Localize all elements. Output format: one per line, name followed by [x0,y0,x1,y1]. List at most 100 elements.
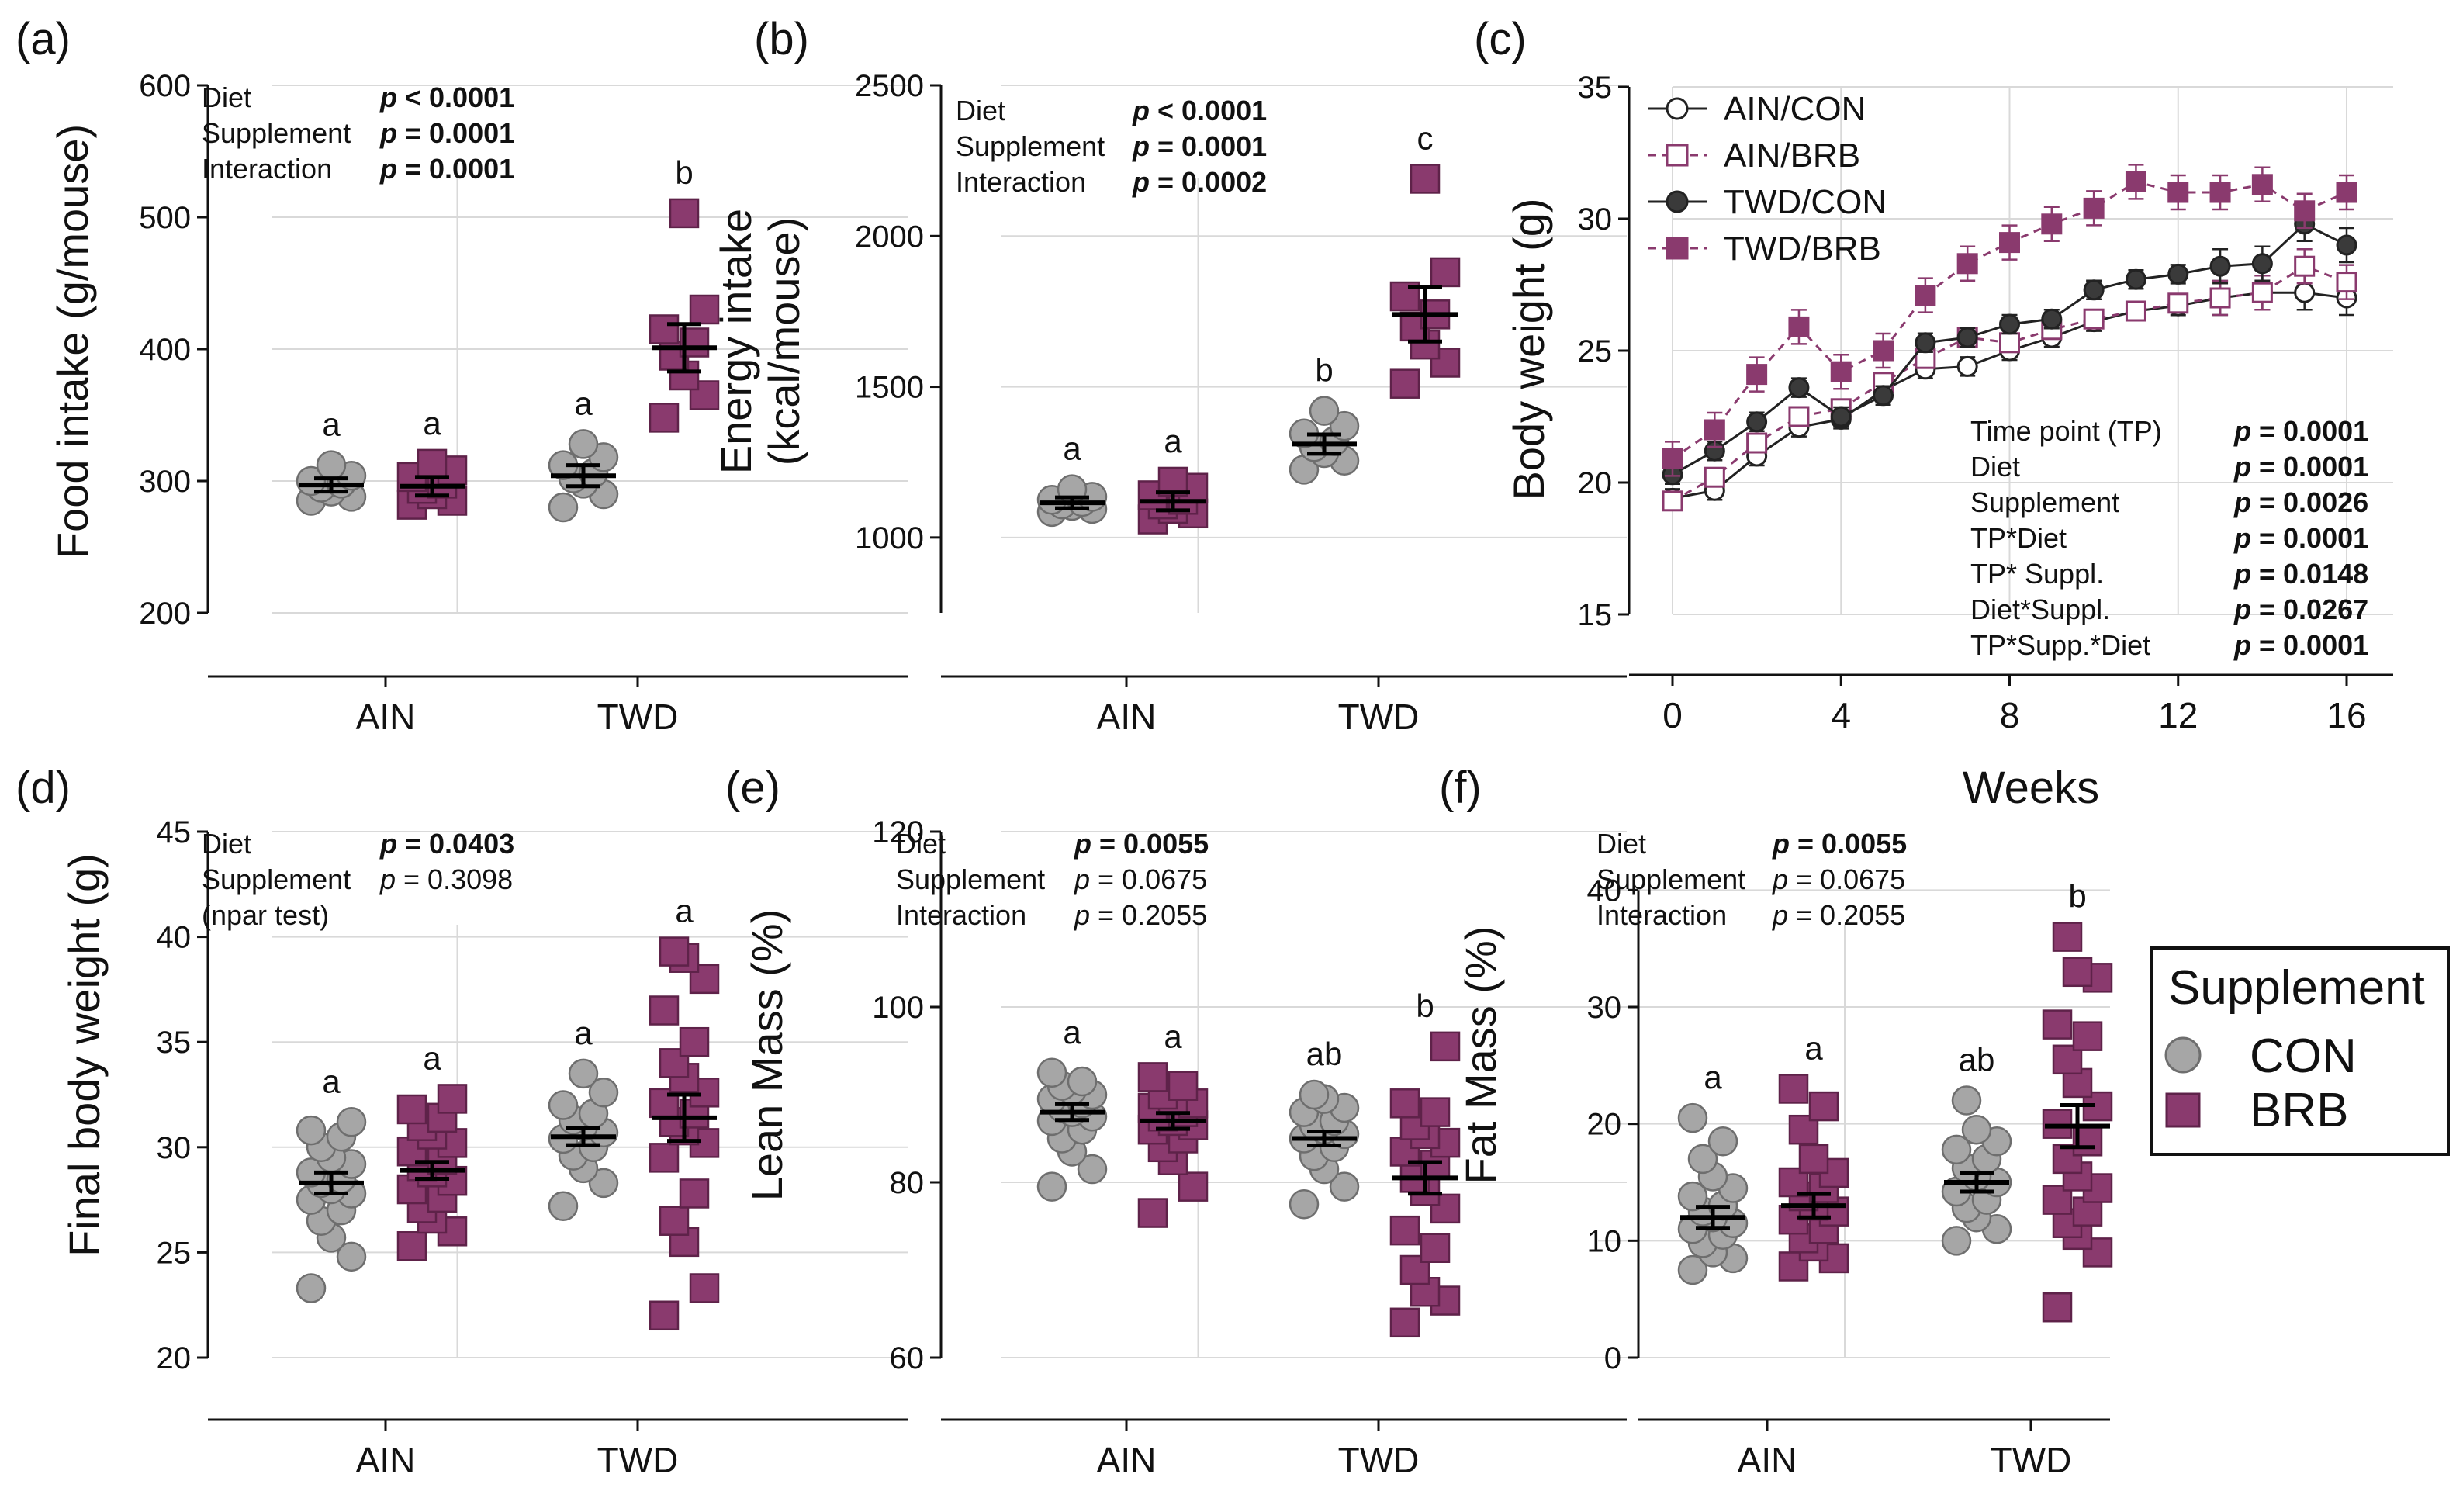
y-tick-label: 30 [1587,991,1622,1025]
significance-letter: a [574,385,593,421]
data-point [2072,1021,2103,1051]
panel-label: (d) [16,763,71,813]
y-tick-label: 20 [157,1341,192,1375]
series-TWD-BRB: a [649,893,720,1331]
data-point [1951,1085,1982,1116]
data-point [2251,282,2273,303]
stat-label: TP* Suppl. [1970,558,2104,590]
stat-label: Diet [956,95,1005,126]
series-AIN-CON: a [1036,431,1108,528]
y-tick-label: 600 [139,69,191,103]
data-point [2251,174,2273,195]
data-point [1956,327,1978,348]
significance-letter: a [574,1015,593,1051]
data-point [2125,300,2146,322]
data-point [1077,1154,1108,1185]
stat-label: Interaction [202,153,332,185]
significance-letter: a [1164,1018,1182,1054]
series-TWD-BRB: c [1389,119,1461,399]
data-point [336,1107,367,1137]
y-tick-label: 0 [1604,1341,1621,1375]
legend-marker [1666,237,1689,260]
y-tick-label: 120 [872,815,924,849]
x-tick-label: 8 [2000,695,2020,735]
stat-value: p = 0.0267 [2233,593,2368,625]
data-point [2167,292,2189,314]
data-point [1389,1307,1420,1338]
data-point [1941,1134,1972,1165]
series-AIN-CON: a [1036,1014,1108,1202]
data-point [296,1115,327,1146]
y-tick-label: 2000 [855,220,924,254]
data-point [2336,272,2357,293]
panel-c: 15 20 25 30 35 0 4 8 12 16 Weeks Body weight (g) (c)… [1474,14,2393,813]
panel-label: (f) [1439,763,1482,813]
legend-marker [1666,97,1689,120]
data-point [2336,234,2357,256]
stat-label: Diet [202,81,251,113]
data-point [1941,1226,1972,1256]
panel-a: 200 300 400 500 600 AIN TWD Food intake (g/mous… [16,14,908,737]
data-point [1137,1198,1168,1228]
data-point [2294,282,2316,303]
series-TWD-CON: ab [1941,1042,2012,1256]
data-point [1873,385,1894,407]
data-point [1430,348,1461,378]
series-TWD-CON: b [1289,352,1360,485]
data-point [2083,308,2105,330]
x-tick-label: AIN [356,697,416,737]
series-AIN-BRB: a [1778,1029,1849,1282]
stat-label: Diet*Suppl. [1970,593,2110,625]
series-TWD-BRB: b [649,154,720,433]
data-point [548,1090,579,1120]
y-axis-label: Food intake (g/mouse) [48,124,97,559]
stat-value: p = 0.0001 [2233,629,2368,661]
stat-value: p = 0.2055 [1074,899,1207,931]
y-tick-label: 400 [139,333,191,367]
data-point [1420,1097,1451,1127]
x-tick-label: TWD [597,1440,679,1480]
data-point [1178,1171,1209,1202]
stat-label: Time point (TP) [1970,415,2162,447]
x-tick-label: TWD [1991,1440,2072,1480]
significance-letter: a [675,893,694,929]
significance-letter: ab [1306,1036,1343,1072]
data-point [568,429,599,459]
stat-value: p < 0.0001 [379,81,514,113]
series-AIN-BRB: a [396,1040,468,1261]
significance-letter: b [675,154,693,191]
legend-marker [1666,144,1689,167]
panel-label: (a) [16,14,71,64]
stat-value: p = 0.2055 [1772,899,1905,931]
data-point [1389,281,1420,312]
y-tick-label: 1000 [855,521,924,555]
data-point [2083,197,2105,219]
y-tick-label: 60 [890,1341,925,1375]
stat-value: p = 0.0002 [1132,166,1267,198]
y-tick-label: 30 [157,1131,192,1165]
data-point [1788,377,1810,399]
data-point [437,1084,468,1114]
data-point [1137,1062,1168,1092]
series-TWD-BRB: b [1389,988,1461,1338]
data-point [1704,419,1725,441]
series-AIN-BRB: a [1137,423,1209,535]
data-point [2042,1009,2073,1040]
stat-label: Supplement [1970,486,2119,518]
data-point [1999,332,2020,354]
data-point [1389,368,1420,399]
data-point [1873,340,1894,362]
data-point [1999,232,2020,254]
series-AIN-BRB: a [396,405,468,520]
stat-label: Interaction [896,899,1026,931]
legend-label: AIN/BRB [1724,137,1860,175]
series-TWD-BRB: b [2042,878,2113,1323]
data-point [2209,255,2231,277]
y-tick-label: 35 [1578,71,1613,105]
data-point [1168,1071,1199,1101]
data-point [1289,1189,1320,1220]
data-point [2167,182,2189,203]
x-tick-label: AIN [356,1440,416,1480]
data-point [296,1273,327,1303]
data-point [689,294,720,325]
